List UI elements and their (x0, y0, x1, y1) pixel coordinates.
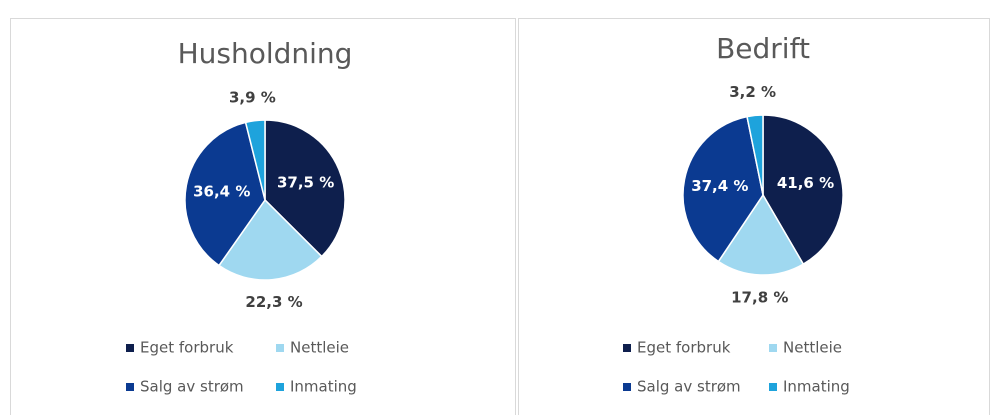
legend-label: Eget forbruk (637, 339, 731, 357)
data-label: 37,5 % (277, 174, 334, 192)
legend-label: Salg av strøm (140, 378, 244, 396)
legend-swatch (126, 383, 134, 391)
pie-slice (217, 198, 323, 281)
legend-swatch (769, 344, 777, 352)
pie-slice (244, 119, 266, 201)
legend-swatch (623, 344, 631, 352)
data-label: 41,6 % (777, 174, 834, 192)
legend-swatch (623, 383, 631, 391)
data-label: 22,3 % (245, 293, 302, 311)
pie-slice (264, 119, 346, 258)
legend-swatch (276, 344, 284, 352)
chart-title: Bedrift (716, 32, 810, 65)
pie-slice (184, 121, 266, 267)
data-label: 3,9 % (229, 88, 276, 106)
legend-label: Nettleie (290, 339, 349, 357)
legend-swatch (769, 383, 777, 391)
data-label: 17,8 % (731, 288, 788, 306)
data-label: 36,4 % (193, 182, 250, 200)
data-label: 37,4 % (691, 177, 748, 195)
pie-slice (762, 114, 844, 266)
legend-label: Eget forbruk (140, 339, 234, 357)
pie-slice (717, 193, 805, 276)
legend-swatch (276, 383, 284, 391)
legend-label: Nettleie (783, 339, 842, 357)
legend-swatch (126, 344, 134, 352)
legend-label: Salg av strøm (637, 378, 741, 396)
chart-title: Husholdning (178, 37, 353, 70)
legend-label: Inmating (783, 378, 850, 396)
data-label: 3,2 % (729, 83, 776, 101)
pie-slice (746, 114, 764, 196)
pie-slice (682, 115, 764, 263)
legend-label: Inmating (290, 378, 357, 396)
